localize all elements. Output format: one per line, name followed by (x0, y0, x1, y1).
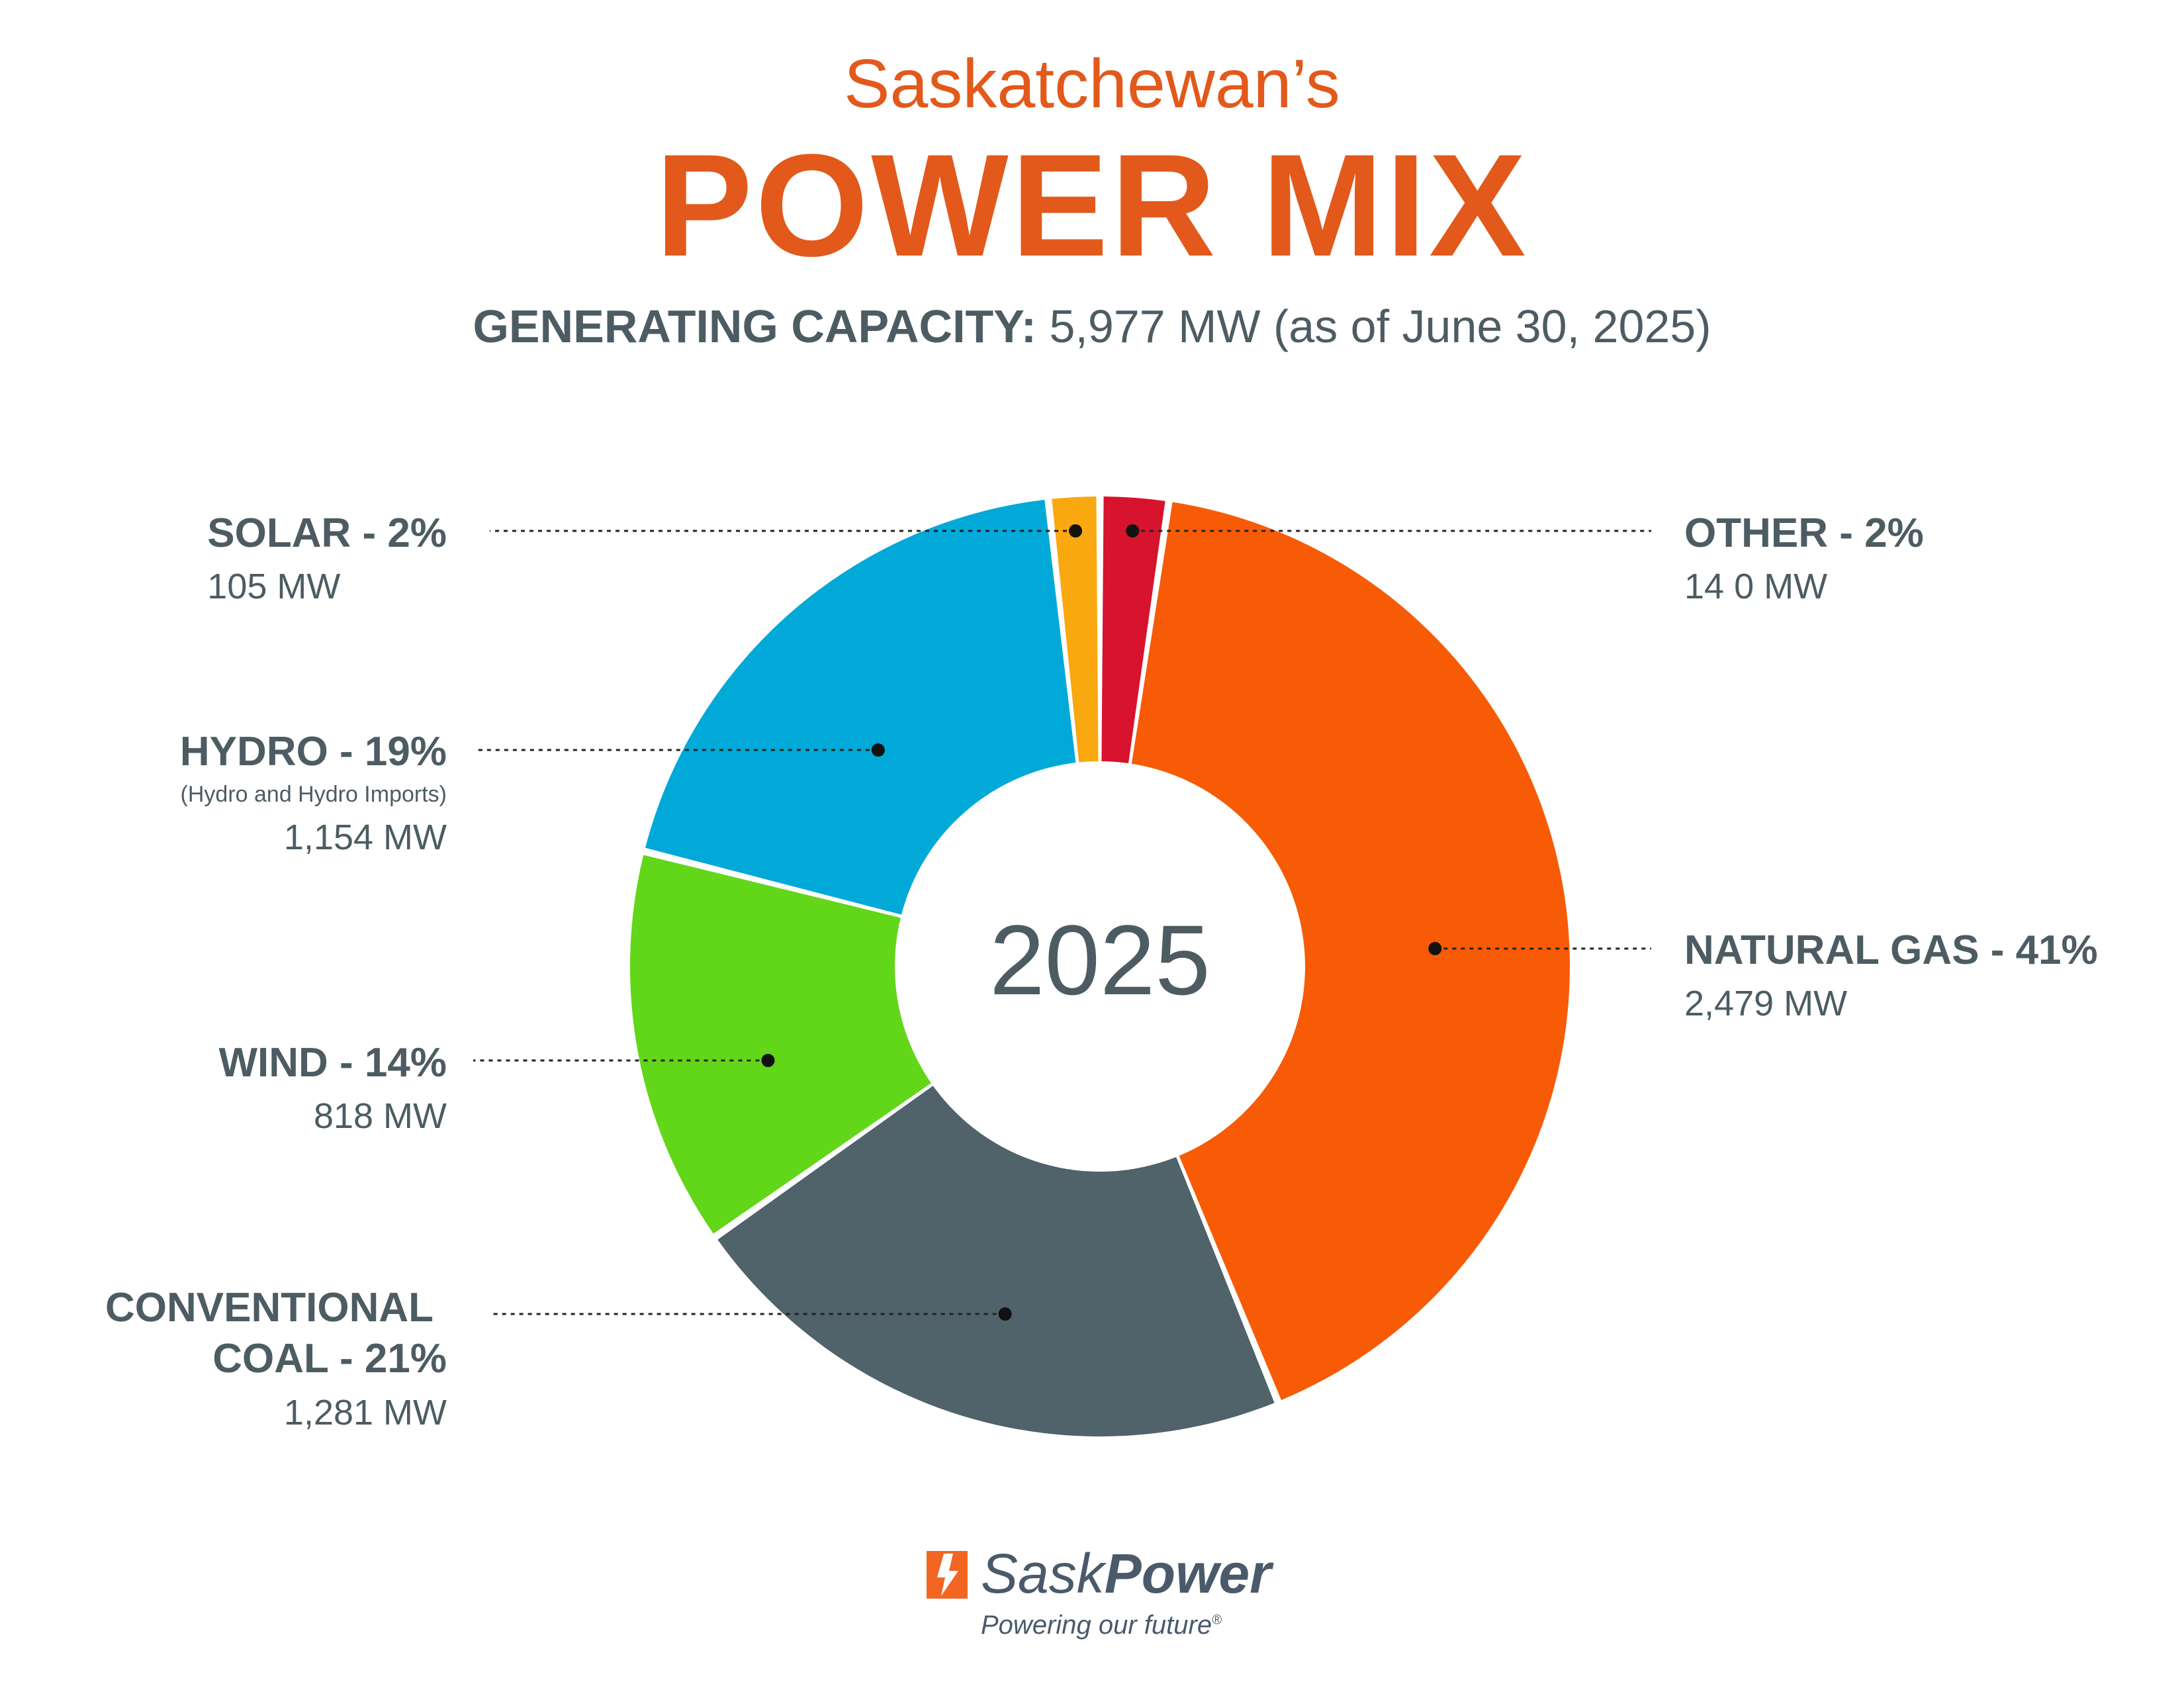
tagline-text: Powering our future (981, 1611, 1212, 1640)
brand-part1: Sask (981, 1542, 1105, 1605)
brand-name: SaskPower (981, 1546, 1271, 1601)
label-hydro: HYDRO - 19% (Hydro and Hydro Imports) 1,… (180, 728, 447, 858)
label-coal-name-line2: COAL - 21% (212, 1336, 447, 1382)
label-coal-name-line1: CONVENTIONAL (105, 1285, 433, 1331)
label-coal-mw: 1,281 MW (283, 1392, 447, 1432)
page-subtitle: Saskatchewan’s (844, 46, 1340, 122)
slice-natural-gas (1131, 502, 1570, 1400)
donut-slices (629, 496, 1570, 1436)
label-wind: WIND - 14% 818 MW (219, 1039, 447, 1137)
slice-solar (1052, 496, 1099, 763)
label-hydro-note: (Hydro and Hydro Imports) (180, 782, 447, 808)
slice-hydro (645, 499, 1076, 915)
label-natural-gas: NATURAL GAS - 41% 2,479 MW (1684, 927, 2098, 1024)
lightning-logo-icon (927, 1551, 968, 1599)
page-title: POWER MIX (655, 124, 1529, 287)
saskpower-logo: SaskPower Powering our future® (927, 1546, 1271, 1645)
label-other-name: OTHER - 2% (1684, 510, 1924, 556)
label-other-mw: 14 0 MW (1684, 567, 1828, 607)
capacity-label: GENERATING CAPACITY: (473, 301, 1037, 352)
brand-part2: Power (1104, 1542, 1271, 1605)
slice-other (1101, 496, 1165, 764)
capacity-value: 5,977 MW (as of June 30, 2025) (1049, 301, 1711, 352)
label-solar-mw: 105 MW (207, 567, 341, 607)
label-hydro-mw: 1,154 MW (283, 818, 447, 858)
leader-dot-hydro (871, 743, 885, 757)
leader-dot-conventional-coal (998, 1307, 1012, 1321)
label-natural-gas-name: NATURAL GAS - 41% (1684, 927, 2098, 973)
leader-dot-wind (761, 1054, 775, 1067)
slice-wind (629, 855, 931, 1234)
registered-mark: ® (1212, 1613, 1222, 1628)
label-wind-name: WIND - 14% (218, 1040, 447, 1086)
label-wind-mw: 818 MW (313, 1096, 447, 1137)
label-hydro-name: HYDRO - 19% (179, 729, 447, 774)
leader-dot-other (1126, 524, 1140, 538)
label-natural-gas-mw: 2,479 MW (1684, 984, 1848, 1024)
leader-dot-natural-gas (1428, 942, 1442, 955)
label-other: OTHER - 2% 14 0 MW (1684, 510, 1924, 607)
leader-lines (473, 524, 1651, 1321)
slice-conventional-coal (717, 1086, 1275, 1436)
brand-tagline: Powering our future® (981, 1612, 1222, 1638)
leader-dot-solar (1069, 524, 1083, 538)
label-solar-name: SOLAR - 2% (207, 510, 447, 556)
label-coal: CONVENTIONAL COAL - 21% 1,281 MW (105, 1284, 447, 1433)
label-solar: SOLAR - 2% 105 MW (207, 510, 447, 607)
capacity-line: GENERATING CAPACITY: 5,977 MW (as of Jun… (0, 303, 2184, 350)
center-year-label: 2025 (989, 904, 1210, 1015)
